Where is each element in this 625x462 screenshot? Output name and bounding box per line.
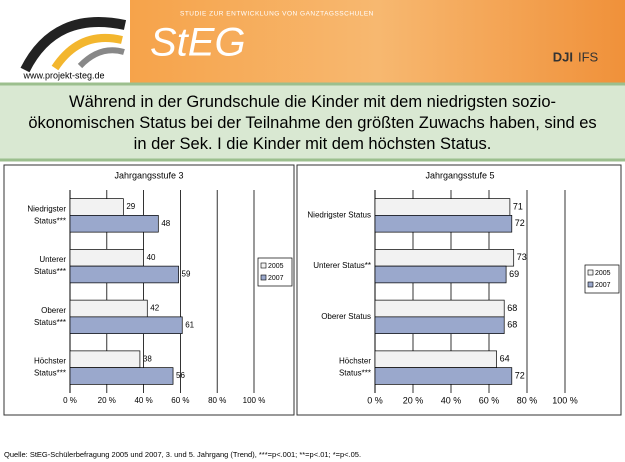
legend-swatch	[587, 281, 594, 288]
value-label: 42	[150, 304, 159, 313]
legend-swatch	[260, 274, 267, 281]
legend-label: 2007	[595, 282, 611, 289]
x-tick-label: 80 %	[208, 396, 226, 405]
legend-label: 2005	[595, 270, 611, 277]
legend-label: 2007	[268, 275, 284, 282]
bar	[69, 198, 124, 216]
bar	[69, 367, 174, 385]
partner-dji: DJI	[553, 49, 573, 64]
legend-swatch	[260, 262, 267, 269]
legend-box	[257, 257, 293, 287]
y-tick-label: Niedrigster Status***	[27, 204, 66, 225]
x-tick-label: 60 %	[479, 395, 500, 405]
y-tick-label: Unterer Status***	[34, 255, 66, 276]
bar	[69, 316, 183, 334]
value-label: 61	[185, 320, 194, 329]
y-tick-label: Oberer Status***	[34, 306, 66, 327]
legend-swatch	[587, 269, 594, 276]
logo-arc	[77, 47, 125, 69]
bar	[374, 249, 515, 267]
value-label: 29	[126, 202, 135, 211]
x-tick-label: 40 %	[441, 395, 462, 405]
footer: Quelle: StEG-Schülerbefragung 2005 und 2…	[4, 450, 361, 459]
banner-text: STUDIE ZUR ENTWICKLUNG VON GANZTAGSSCHUL…	[180, 11, 374, 18]
y-tick-label: Niedrigster Status	[307, 210, 371, 219]
value-label: 38	[143, 354, 152, 363]
value-label: 68	[507, 303, 517, 313]
value-label: 72	[515, 218, 525, 228]
chart-title: Jahrgangsstufe 5	[425, 170, 494, 180]
value-label: 71	[513, 201, 523, 211]
value-label: 72	[515, 370, 525, 380]
banner	[130, 0, 625, 84]
x-tick-label: 0 %	[63, 396, 77, 405]
legend-box	[584, 264, 620, 294]
x-tick-label: 80 %	[517, 395, 538, 405]
bar	[374, 367, 513, 385]
bar	[69, 215, 159, 233]
bar	[69, 249, 144, 267]
x-tick-label: 0 %	[367, 395, 383, 405]
bar	[374, 265, 507, 284]
headline: Während in der Grundschule die Kinder mi…	[28, 93, 597, 153]
partner-ifs: IFS	[578, 49, 599, 64]
bar	[374, 299, 505, 318]
x-tick-label: 100 %	[552, 395, 578, 405]
value-label: 40	[147, 253, 156, 262]
bar	[374, 215, 513, 233]
x-tick-label: 60 %	[171, 396, 189, 405]
x-tick-label: 20 %	[98, 396, 116, 405]
logo-arc	[51, 33, 123, 71]
x-tick-label: 40 %	[134, 396, 152, 405]
y-tick-label: Unterer Status**	[313, 261, 371, 270]
logo-arc	[20, 17, 127, 73]
legend-label: 2005	[268, 263, 284, 270]
x-tick-label: 20 %	[403, 395, 424, 405]
chart-title: Jahrgangsstufe 3	[114, 170, 183, 180]
bar	[374, 316, 505, 334]
y-tick-label: Oberer Status	[321, 312, 371, 321]
x-tick-label: 100 %	[243, 396, 266, 405]
url: www.projekt-steg.de	[22, 70, 104, 80]
y-tick-label: Höchster Status***	[339, 357, 371, 378]
logo-text: StEG	[150, 21, 246, 65]
bar	[69, 265, 179, 284]
bar	[374, 198, 511, 216]
headline-box	[0, 84, 625, 160]
bar	[374, 350, 497, 368]
value-label: 59	[182, 270, 191, 279]
value-label: 56	[176, 371, 185, 380]
y-tick-label: Höchster Status***	[34, 357, 66, 378]
bar	[69, 299, 148, 318]
value-label: 48	[161, 219, 170, 228]
bar	[69, 350, 141, 368]
value-label: 68	[507, 320, 517, 330]
value-label: 73	[517, 252, 527, 262]
value-label: 64	[500, 354, 510, 364]
value-label: 69	[509, 269, 519, 279]
